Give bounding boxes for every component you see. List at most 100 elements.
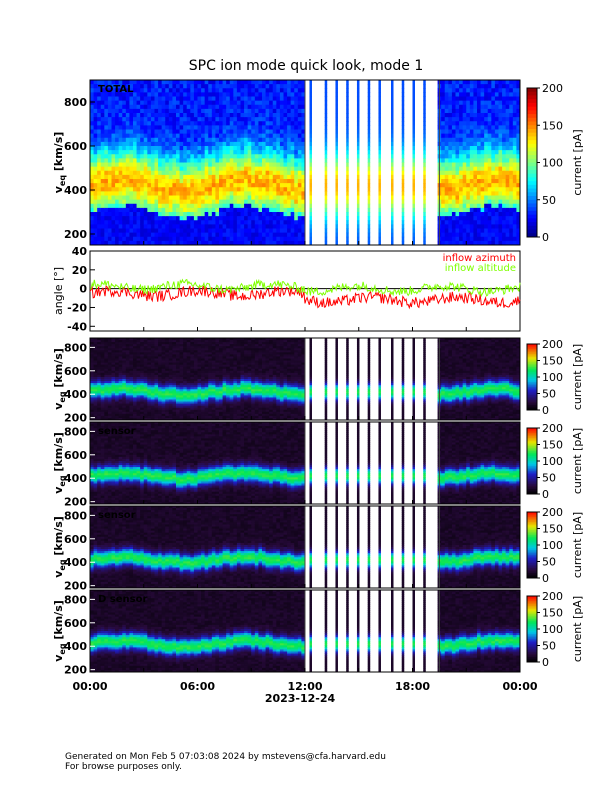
heatmap-cell: [265, 187, 270, 192]
heatmap-cell: [233, 117, 238, 122]
heatmap-cell: [509, 121, 514, 126]
heatmap-cell: [444, 146, 449, 151]
heatmap-cell: [118, 224, 123, 229]
heatmap-cell: [387, 96, 392, 102]
heatmap-cell: [244, 88, 249, 93]
heatmap-cell: [484, 96, 489, 102]
heatmap-cell: [383, 141, 388, 147]
heatmap-cell: [494, 170, 499, 176]
heatmap-cell: [265, 232, 270, 238]
heatmap-cell: [197, 100, 202, 106]
heatmap-cell: [362, 158, 367, 163]
heatmap-cell: [168, 220, 173, 225]
heatmap-cell: [240, 195, 245, 201]
heatmap-cell: [383, 232, 388, 238]
heatmap-cell: [358, 96, 363, 102]
gap-data-stripe: [356, 191, 360, 196]
heatmap-cell: [491, 191, 496, 196]
heatmap-cell: [512, 216, 517, 221]
heatmap-cell: [93, 203, 98, 209]
heatmap-cell: [348, 96, 353, 102]
heatmap-cell: [125, 141, 130, 147]
heatmap-cell: [319, 154, 324, 159]
heatmap-cell: [118, 236, 123, 242]
heatmap-cell: [122, 236, 127, 242]
heatmap-cell: [201, 187, 206, 192]
heatmap-cell: [240, 236, 245, 242]
gap-data-stripe: [346, 146, 349, 151]
heatmap-cell: [90, 154, 95, 159]
heatmap-cell: [251, 170, 256, 176]
heatmap-cell: [115, 187, 120, 192]
heatmap-cell: [358, 199, 363, 205]
heatmap-cell: [434, 228, 439, 234]
heatmap-cell: [369, 80, 374, 85]
heatmap-cell: [150, 88, 155, 93]
heatmap-cell: [487, 179, 492, 184]
heatmap-cell: [201, 104, 206, 110]
heatmap-cell: [115, 191, 120, 196]
heatmap-cell: [201, 207, 206, 213]
heatmap-cell: [204, 96, 209, 102]
heatmap-cell: [276, 240, 281, 246]
heatmap-cell: [262, 80, 267, 85]
heatmap-cell: [118, 88, 123, 93]
heatmap-cell: [312, 96, 317, 102]
heatmap-cell: [226, 240, 231, 246]
heatmap-cell: [204, 162, 209, 168]
heatmap-cell: [97, 216, 102, 221]
heatmap-cell: [430, 240, 435, 246]
gap-data-stripe: [346, 232, 349, 238]
heatmap-cell: [265, 129, 270, 135]
heatmap-cell: [305, 179, 310, 184]
heatmap-cell: [229, 216, 234, 221]
heatmap-cell: [122, 104, 127, 110]
heatmap-cell: [358, 154, 363, 159]
heatmap-cell: [93, 191, 98, 196]
heatmap-cell: [297, 141, 302, 147]
heatmap-cell: [430, 236, 435, 242]
heatmap-cell: [319, 224, 324, 229]
heatmap-cell: [426, 220, 431, 225]
heatmap-cell: [319, 195, 324, 201]
heatmap-cell: [290, 80, 295, 85]
heatmap-cell: [348, 228, 353, 234]
heatmap-cell: [215, 125, 220, 130]
heatmap-cell: [387, 125, 392, 130]
heatmap-cell: [426, 84, 431, 89]
heatmap-cell: [305, 80, 310, 85]
heatmap-cell: [312, 174, 317, 180]
heatmap-cell: [201, 166, 206, 172]
heatmap-cell: [179, 158, 184, 163]
heatmap-cell: [380, 203, 385, 209]
heatmap-cell: [118, 92, 123, 97]
heatmap-cell: [394, 158, 399, 163]
heatmap-cell: [451, 113, 456, 118]
gap-data-stripe: [335, 137, 338, 143]
heatmap-cell: [118, 133, 123, 139]
heatmap-cell: [201, 92, 206, 97]
heatmap-cell: [484, 232, 489, 238]
gap-data-stripe: [309, 207, 312, 213]
heatmap-cell: [398, 207, 403, 213]
heatmap-cell: [104, 113, 109, 118]
heatmap-cell: [498, 220, 503, 225]
heatmap-cell: [251, 183, 256, 188]
heatmap-cell: [208, 220, 213, 225]
heatmap-cell: [193, 129, 198, 135]
heatmap-cell: [211, 220, 216, 225]
heatmap-cell: [236, 232, 241, 238]
heatmap-cell: [509, 158, 514, 163]
heatmap-cell: [315, 236, 320, 242]
heatmap-cell: [297, 174, 302, 180]
heatmap-cell: [222, 162, 227, 168]
heatmap-cell: [269, 117, 274, 122]
heatmap-cell: [150, 121, 155, 126]
heatmap-cell: [204, 92, 209, 97]
heatmap-cell: [509, 224, 514, 229]
heatmap-cell: [233, 96, 238, 102]
gap-data-stripe: [346, 220, 349, 225]
heatmap-cell: [448, 141, 453, 147]
heatmap-cell: [251, 232, 256, 238]
heatmap-cell: [247, 187, 252, 192]
